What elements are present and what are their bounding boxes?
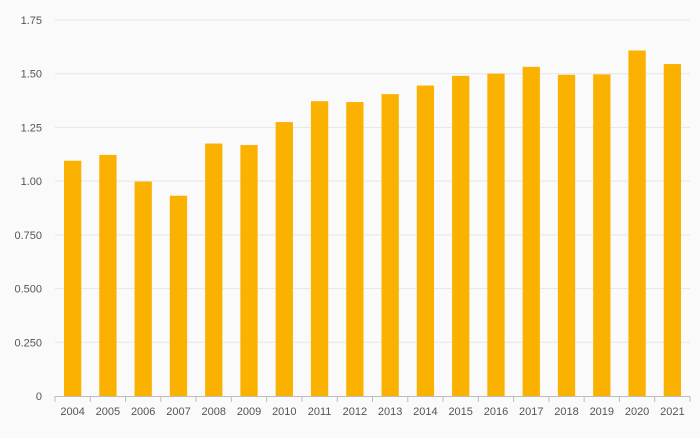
x-tick-label: 2020 bbox=[625, 406, 649, 418]
y-tick-label: 1.50 bbox=[21, 69, 42, 81]
bar bbox=[452, 75, 470, 396]
bar bbox=[381, 94, 399, 396]
bar bbox=[416, 85, 435, 396]
y-tick-label: 1.75 bbox=[21, 15, 42, 27]
y-tick-label: 0 bbox=[36, 391, 42, 403]
x-tick-label: 2013 bbox=[378, 406, 402, 418]
bar bbox=[275, 122, 293, 397]
x-tick-label: 2012 bbox=[343, 406, 367, 418]
bar bbox=[169, 195, 188, 396]
x-tick-label: 2006 bbox=[131, 406, 155, 418]
y-tick-label: 0.250 bbox=[14, 337, 42, 349]
bar bbox=[346, 102, 364, 396]
bar bbox=[99, 154, 117, 396]
y-tick-label: 1.25 bbox=[21, 122, 42, 134]
x-tick-label: 2016 bbox=[484, 406, 508, 418]
bar bbox=[240, 145, 258, 396]
bar bbox=[593, 74, 611, 396]
x-tick-label: 2011 bbox=[308, 406, 332, 418]
x-tick-label: 2018 bbox=[554, 406, 578, 418]
bar bbox=[487, 73, 505, 396]
y-tick-label: 1.00 bbox=[21, 176, 42, 188]
bars bbox=[63, 50, 682, 397]
x-tick-labels: 2004 2005 2006 2007 2008 2009 2010 2011 2012 2013… bbox=[60, 406, 684, 418]
gridlines bbox=[55, 19, 690, 343]
y-axis: 0 0.250 0.500 0.750 1.00 1.25 1.50 1.75 bbox=[14, 15, 42, 403]
bar bbox=[557, 74, 576, 396]
bar bbox=[63, 160, 82, 396]
x-tick-label: 2021 bbox=[660, 406, 684, 418]
x-tick-label: 2004 bbox=[60, 406, 84, 418]
x-tick-label: 2009 bbox=[237, 406, 261, 418]
bar bbox=[522, 66, 540, 396]
bar bbox=[310, 101, 329, 396]
x-tick-label: 2007 bbox=[166, 406, 190, 418]
x-tick-label: 2010 bbox=[272, 406, 296, 418]
x-axis bbox=[54, 396, 691, 402]
bar bbox=[205, 143, 223, 396]
y-tick-label: 0.500 bbox=[14, 284, 42, 296]
x-tick-label: 2005 bbox=[96, 406, 120, 418]
bar bbox=[134, 181, 152, 396]
x-tick-label: 2008 bbox=[202, 406, 226, 418]
y-tick-label: 0.750 bbox=[14, 230, 42, 242]
x-tick-label: 2015 bbox=[448, 406, 472, 418]
bar bbox=[628, 50, 646, 397]
x-tick-label: 2014 bbox=[413, 406, 437, 418]
x-tick-label: 2019 bbox=[590, 406, 614, 418]
bar bbox=[663, 64, 682, 396]
x-tick-label: 2017 bbox=[519, 406, 543, 418]
